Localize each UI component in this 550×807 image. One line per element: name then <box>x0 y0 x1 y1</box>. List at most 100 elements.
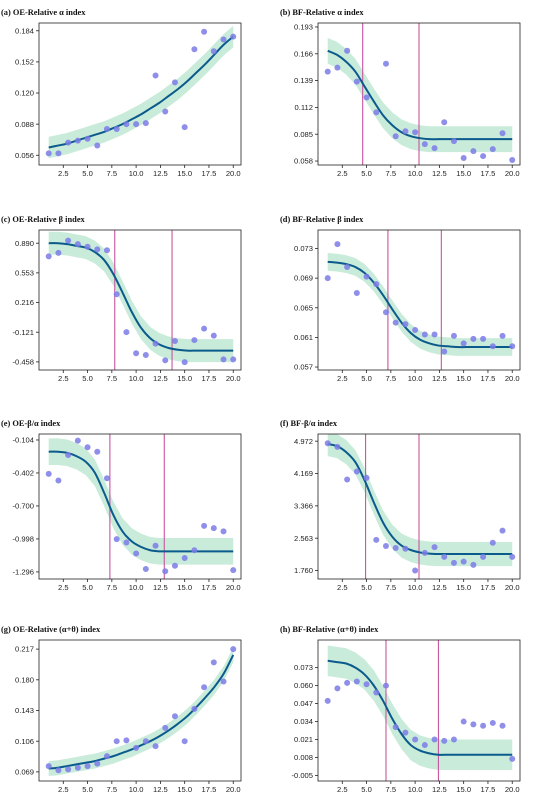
chart-title: (g) OE-Relative (α+θ) index <box>1 625 101 634</box>
data-point <box>94 142 101 149</box>
x-tick-label: 17.5 <box>202 583 217 592</box>
chart-panel-2: (b) BF-Relative α index 2.5 5.0 7.5 10.0 12.5… <box>280 8 521 178</box>
y-tick-label: 0.120 <box>15 89 34 98</box>
data-point <box>65 139 72 146</box>
data-point <box>373 689 380 696</box>
confidence-band <box>48 231 234 363</box>
x-tick-label: 17.5 <box>481 785 496 794</box>
data-point <box>412 129 419 136</box>
x-tick-label: 12.5 <box>153 169 168 178</box>
data-point <box>113 536 120 543</box>
confidence-band <box>327 252 513 356</box>
data-point <box>509 343 516 350</box>
x-tick-label: 5.0 <box>361 785 372 794</box>
chart-title: (d) BF-Relative β index <box>280 215 364 224</box>
plot-frame <box>38 22 242 166</box>
data-point <box>74 241 81 248</box>
y-tick-label: 3.366 <box>294 501 313 510</box>
data-point <box>142 566 149 573</box>
y-tick-label: 0.073 <box>294 244 313 253</box>
x-tick-label: 12.5 <box>432 583 447 592</box>
data-point <box>210 525 217 532</box>
chart-title: (h) BF-Relative (α+θ) index <box>280 625 379 634</box>
data-point <box>373 536 380 543</box>
data-point <box>324 440 331 447</box>
data-point <box>74 437 81 444</box>
data-point <box>489 146 496 153</box>
data-point <box>65 237 72 244</box>
data-point <box>45 150 52 157</box>
y-tick-label: 0.180 <box>15 675 34 684</box>
data-point <box>460 155 467 162</box>
data-point <box>441 553 448 560</box>
plot-area <box>324 230 516 370</box>
data-point <box>402 729 409 736</box>
chart-panel-8: (h) BF-Relative (α+θ) index 2.5 5.0 7.5 10.0… <box>280 625 521 794</box>
data-point <box>45 253 52 260</box>
x-tick-label: 15.0 <box>456 374 471 383</box>
x-tick-label: 5.0 <box>361 374 372 383</box>
data-point <box>353 678 360 685</box>
x-tick-label: 2.5 <box>337 374 348 383</box>
x-tick-label: 5.0 <box>82 583 93 592</box>
x-tick-label: 12.5 <box>432 785 447 794</box>
data-point <box>450 138 457 145</box>
x-tick-label: 17.5 <box>481 374 496 383</box>
data-point <box>344 47 351 54</box>
data-point <box>324 275 331 282</box>
data-point <box>373 281 380 288</box>
data-point <box>94 760 101 767</box>
x-tick-label: 7.5 <box>386 169 397 178</box>
y-tick-label: 0.106 <box>15 737 34 746</box>
x-tick-label: 10.0 <box>129 583 144 592</box>
data-point <box>171 79 178 86</box>
y-tick-label: 0.060 <box>294 681 313 690</box>
data-point <box>133 744 140 751</box>
data-point <box>421 742 428 749</box>
data-point <box>162 108 169 115</box>
data-point <box>480 553 487 560</box>
chart-title: (e) OE-β/α index <box>1 419 61 428</box>
data-point <box>334 443 341 450</box>
confidence-band <box>327 434 513 567</box>
x-tick-label: 12.5 <box>153 374 168 383</box>
data-point <box>499 527 506 534</box>
y-tick-label: -0.121 <box>12 328 34 337</box>
data-point <box>344 476 351 483</box>
plot-frame <box>317 433 521 580</box>
data-point <box>201 684 208 691</box>
data-point <box>152 340 159 347</box>
data-point <box>353 468 360 475</box>
x-tick-label: 7.5 <box>107 583 118 592</box>
data-point <box>470 335 477 342</box>
x-tick-label: 12.5 <box>432 169 447 178</box>
y-tick-label: 0.069 <box>294 274 313 283</box>
fitted-curve <box>48 654 235 770</box>
data-point <box>123 329 130 336</box>
data-point <box>499 722 506 729</box>
data-point <box>230 33 237 40</box>
plot-area <box>324 434 516 579</box>
x-tick-label: 15.0 <box>177 374 192 383</box>
plot-frame <box>317 22 521 166</box>
x-tick-label: 15.0 <box>456 583 471 592</box>
data-point <box>152 743 159 750</box>
x-tick-label: 2.5 <box>58 583 69 592</box>
data-point <box>94 448 101 455</box>
data-point <box>191 46 198 53</box>
data-point <box>334 685 341 692</box>
x-tick-label: 20.0 <box>505 583 520 592</box>
y-tick-label: 0.193 <box>294 23 313 32</box>
data-point <box>94 246 101 253</box>
x-tick-label: 15.0 <box>177 583 192 592</box>
data-point <box>470 561 477 568</box>
y-tick-label: 4.972 <box>294 437 313 446</box>
chart-panel-5: (e) OE-β/α index 2.5 5.0 7.5 10.0 12.5 15.0 17.… <box>1 419 242 592</box>
data-point <box>344 264 351 271</box>
x-tick-label: 5.0 <box>82 785 93 794</box>
chart-title: (a) OE-Relative α index <box>1 8 86 17</box>
plot-frame <box>38 433 242 580</box>
data-point <box>103 475 110 482</box>
data-point <box>84 135 91 142</box>
x-tick-label: 2.5 <box>337 785 348 794</box>
